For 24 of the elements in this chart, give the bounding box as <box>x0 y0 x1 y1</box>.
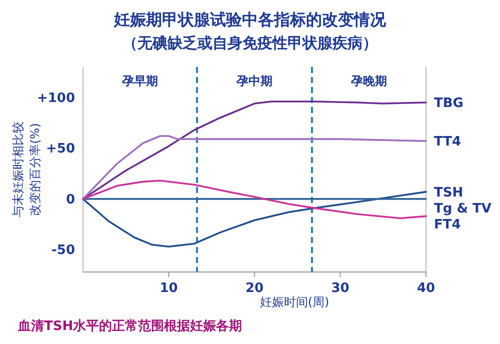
y-tick-label: +100 <box>36 90 75 106</box>
y-axis-title: 与未妊娠时相比较改变的百分率(%) <box>11 122 42 218</box>
x-tick-label: 30 <box>331 281 350 296</box>
line-series <box>82 190 427 248</box>
chart-title: 妊娠期甲状腺试验中各指标的改变情况 <box>113 10 387 29</box>
x-tick-label: 20 <box>245 281 264 296</box>
y-tick-label: 0 <box>66 192 75 208</box>
series-label: TT4 <box>434 134 462 150</box>
series-label: TSH <box>434 185 464 200</box>
y-tick-label: -50 <box>52 243 75 258</box>
x-tick-label: 10 <box>160 281 178 296</box>
y-tick-label: +50 <box>46 142 75 157</box>
x-axis-title: 妊娠时间(周) <box>260 295 330 309</box>
line-series <box>82 180 427 220</box>
series-label: FT4 <box>434 217 461 232</box>
series-label: TBG <box>434 96 464 112</box>
line-series <box>82 135 427 200</box>
x-tick-label: 40 <box>416 281 436 296</box>
series-label: Tg & TV <box>434 201 492 216</box>
annotation: 孕晚期 <box>350 74 387 88</box>
annotation: 孕早期 <box>121 74 158 88</box>
annotation: 孕中期 <box>236 74 272 88</box>
text: 血清TSH水平的正常范围根据妊娠各期 <box>17 319 242 334</box>
chart-subtitle: （无碘缺乏或自身免疫性甲状腺疾病） <box>122 34 378 52</box>
